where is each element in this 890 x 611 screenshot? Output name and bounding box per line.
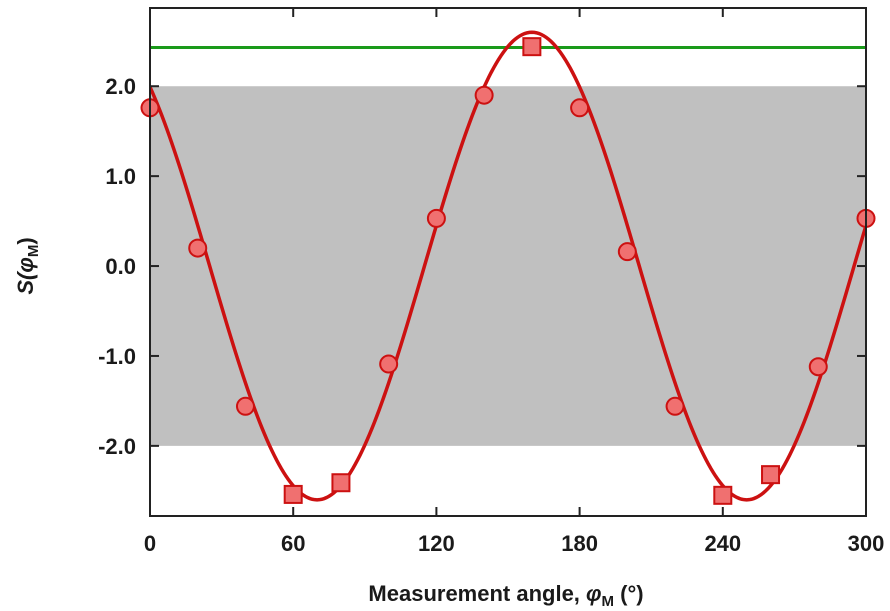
x-tick-label: 0: [144, 531, 156, 556]
data-point-square: [713, 485, 733, 505]
x-tick-label: 60: [281, 531, 305, 556]
fit-curve-line: [150, 30, 866, 502]
data-point-circle: [379, 354, 399, 374]
x-tick-label: 180: [561, 531, 598, 556]
data-point-square: [331, 473, 351, 493]
y-tick-label: 2.0: [105, 74, 136, 99]
data-point-circle: [570, 98, 590, 118]
y-tick-label: 1.0: [105, 164, 136, 189]
data-point-circle: [426, 208, 446, 228]
x-tick-label: 240: [704, 531, 741, 556]
data-point-circle: [188, 238, 208, 258]
data-point-square: [761, 465, 781, 485]
y-axis-label: S(φM): [13, 237, 42, 294]
plot-area: [140, 30, 876, 505]
axes: 0 60 120 180 240 300 2.0 1.0 0.0 -1.0 -2.0: [98, 7, 885, 556]
data-point-square: [522, 37, 542, 57]
plot-frame: [149, 7, 867, 517]
data-point-circle: [808, 357, 828, 377]
x-axis-label: Measurement angle, φM (°): [368, 581, 643, 610]
y-tick-label: -2.0: [98, 434, 136, 459]
y-tick-label: -1.0: [98, 344, 136, 369]
shaded-band: [150, 86, 866, 446]
x-tick-label: 120: [418, 531, 455, 556]
data-point-circle: [617, 242, 637, 262]
data-point-circle: [665, 396, 685, 416]
data-point-circle: [235, 396, 255, 416]
y-tick-label: 0.0: [105, 254, 136, 279]
data-point-square: [283, 484, 303, 504]
x-tick-label: 300: [848, 531, 885, 556]
data-point-circle: [474, 85, 494, 105]
